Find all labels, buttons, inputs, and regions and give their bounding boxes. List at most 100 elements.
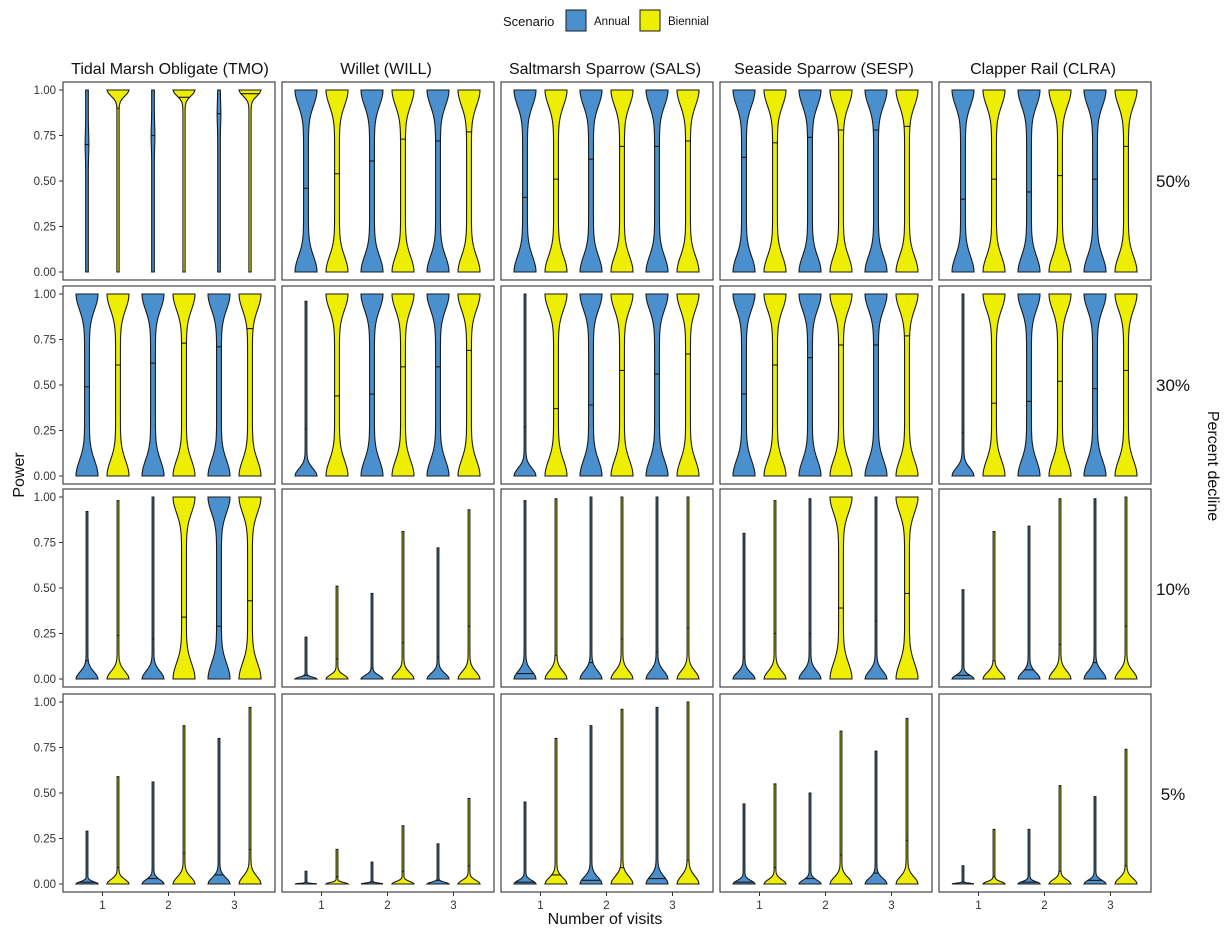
panel	[938, 488, 1152, 688]
panel-frame	[500, 693, 714, 893]
col-title-clra: Clapper Rail (CLRA)	[970, 61, 1116, 78]
violin-biennial	[610, 496, 634, 680]
violin-annual	[426, 89, 450, 273]
legend-title: Scenario	[503, 14, 554, 29]
violin-annual	[207, 496, 231, 680]
violin-annual	[1083, 293, 1107, 477]
x-tick-label: 2	[822, 900, 828, 912]
y-tick-label: 0.50	[34, 176, 56, 188]
violin-biennial	[676, 496, 700, 680]
panel-frame	[719, 488, 933, 688]
x-tick-label: 2	[384, 900, 390, 912]
col-title-sesp: Seaside Sparrow (SESP)	[734, 61, 914, 78]
panel-frame	[281, 488, 495, 688]
violin-biennial	[895, 293, 919, 477]
violin-biennial	[676, 701, 700, 885]
violin-annual	[732, 293, 756, 477]
x-tick-label: 3	[1107, 900, 1113, 912]
panel-frame	[938, 693, 1152, 893]
violin-biennial	[1114, 293, 1138, 477]
violin-biennial	[325, 293, 349, 477]
panel-frame	[719, 693, 933, 893]
panel-frame	[62, 693, 276, 893]
violin-annual	[141, 781, 165, 885]
violin-biennial	[457, 293, 481, 477]
violin-biennial	[390, 825, 416, 885]
violin-annual	[75, 293, 99, 477]
panel	[500, 81, 714, 281]
violin-biennial	[982, 293, 1006, 477]
panel: 0.00 0.25 0.50 0.75 1.00	[34, 81, 276, 281]
violin-biennial	[238, 496, 262, 680]
violin-biennial	[172, 89, 196, 273]
y-tick-label: 0.75	[34, 131, 56, 143]
y-tick-label: 0.00	[34, 267, 56, 279]
violin-biennial	[610, 293, 634, 477]
violin-annual	[207, 293, 231, 477]
violin-annual	[294, 870, 318, 885]
panel	[719, 81, 933, 281]
x-tick-label: 1	[99, 900, 105, 912]
violin-biennial	[238, 293, 262, 477]
violin-annual	[150, 89, 156, 273]
y-tick-label: 1.00	[34, 289, 56, 301]
violin-annual	[294, 300, 318, 477]
x-tick-label: 1	[318, 900, 324, 912]
violin-biennial	[238, 89, 262, 273]
x-tick-label: 2	[165, 900, 171, 912]
legend-label-biennial: Biennial	[668, 16, 709, 28]
panel-frame	[62, 488, 276, 688]
violin-annual	[1017, 525, 1041, 680]
violin-annual	[951, 589, 975, 680]
panel-frame	[500, 81, 714, 281]
row-label-5: 5%	[1161, 785, 1186, 804]
violin-biennial	[895, 717, 919, 885]
column-titles: Tidal Marsh Obligate (TMO) Willet (WILL)…	[71, 61, 1116, 78]
violin-biennial	[544, 498, 568, 680]
violin-biennial	[544, 293, 568, 477]
violin-annual	[293, 636, 319, 680]
violin-annual	[207, 737, 231, 885]
violin-annual	[1017, 89, 1041, 273]
y-tick-label: 0.75	[34, 335, 56, 347]
violin-biennial	[1114, 89, 1138, 273]
violin-biennial	[610, 89, 634, 273]
violin-annual	[951, 293, 975, 477]
violin-biennial	[763, 783, 787, 885]
violin-annual	[360, 293, 384, 477]
y-tick-label: 0.50	[34, 380, 56, 392]
y-tick-label: 0.25	[34, 222, 56, 234]
violin-annual	[1083, 796, 1107, 885]
panel: 1 2 3	[281, 693, 495, 912]
y-tick-label: 0.00	[34, 674, 56, 686]
panel	[719, 488, 933, 688]
violin-biennial	[676, 293, 700, 477]
y-tick-label: 0.25	[34, 834, 56, 846]
violin-biennial	[676, 89, 700, 273]
violin-biennial	[106, 293, 130, 477]
y-tick-label: 0.75	[34, 538, 56, 550]
violin-annual	[579, 89, 603, 273]
y-axis-title: Power	[11, 452, 28, 498]
violin-annual	[216, 89, 222, 273]
row-label-10: 10%	[1156, 580, 1190, 599]
y-tick-label: 0.50	[34, 788, 56, 800]
violin-annual	[360, 89, 384, 273]
violin-annual	[1016, 828, 1042, 885]
panel	[500, 488, 714, 688]
x-tick-label: 3	[450, 900, 456, 912]
panel-frame	[281, 693, 495, 893]
violin-biennial	[981, 828, 1007, 885]
violin-biennial	[544, 89, 568, 273]
violin-annual	[75, 511, 99, 680]
violin-annual	[74, 830, 100, 885]
x-tick-label: 3	[888, 900, 894, 912]
panel-frame	[938, 488, 1152, 688]
y-tick-label: 0.75	[34, 743, 56, 755]
violin-biennial	[610, 708, 634, 885]
violin-annual	[294, 89, 318, 273]
violin-biennial	[391, 89, 415, 273]
violin-biennial	[829, 293, 853, 477]
violin-annual	[864, 750, 888, 885]
panel: 1 2 3	[500, 693, 714, 912]
